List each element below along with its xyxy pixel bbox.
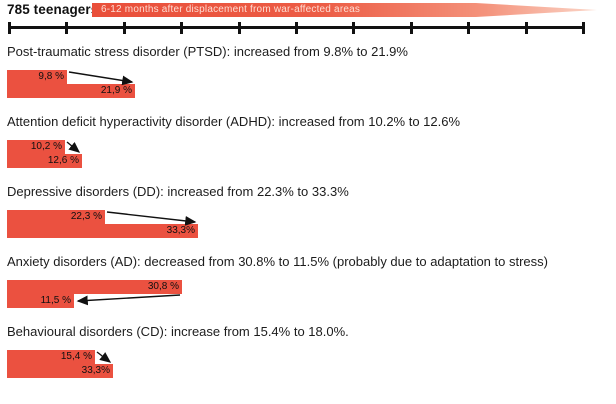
- bar-from-adhd: 10,2 %: [7, 140, 65, 154]
- section-heading: Depressive disorders (DD): increased fro…: [7, 184, 349, 199]
- bar-label-from: 9,8 %: [38, 71, 64, 82]
- section-ptsd: Post-traumatic stress disorder (PTSD): i…: [7, 41, 616, 98]
- bar-pair: 22,3 % 33,3%: [7, 210, 616, 238]
- timeline-tick: [295, 22, 298, 34]
- timeline-tick: [8, 22, 11, 34]
- bar-label-to: 21,9 %: [100, 85, 132, 96]
- timeline-tick: [237, 22, 241, 34]
- section-heading: Attention deficit hyperactivity disorder…: [7, 114, 461, 129]
- timeline-tick: [352, 22, 356, 34]
- bar-from-cd: 15,4 %: [7, 350, 95, 364]
- bar-to-cd: 33,3%: [7, 364, 113, 378]
- bar-label-from: 22,3 %: [70, 211, 102, 222]
- bar-label-to: 33,3%: [81, 365, 110, 376]
- banner-label: 6-12 months after displacement from war-…: [101, 4, 361, 15]
- section-heading: Behavioural disorders (CD): increase fro…: [7, 324, 349, 339]
- timeline-tick: [524, 22, 528, 34]
- timeline-tick: [409, 22, 413, 34]
- bar-pair: 30,8 % 11,5 %: [7, 280, 616, 308]
- bar-label-from: 15,4 %: [60, 351, 92, 362]
- section-ad: Anxiety disorders (AD): decreased from 3…: [7, 251, 616, 308]
- bar-from-ptsd: 9,8 %: [7, 70, 67, 84]
- bar-from-dd: 22,3 %: [7, 210, 105, 224]
- bar-label-to: 11,5 %: [40, 295, 71, 306]
- header: 785 teenagers 6-12 months after displace…: [7, 0, 616, 20]
- bar-label-from: 30,8 %: [147, 281, 179, 292]
- timeline-tick: [65, 22, 69, 34]
- bar-to-ad: 11,5 %: [7, 294, 74, 308]
- timeline-tick: [180, 22, 184, 34]
- banner-arrow: 6-12 months after displacement from war-…: [92, 3, 597, 17]
- bar-label-to: 12,6 %: [47, 155, 79, 166]
- timeline-tick: [467, 22, 471, 34]
- bar-pair: 9,8 % 21,9 %: [7, 70, 616, 98]
- section-heading: Post-traumatic stress disorder (PTSD): i…: [7, 44, 408, 59]
- timeline: [7, 20, 616, 37]
- sample-size-label: 785 teenagers: [7, 2, 99, 17]
- section-dd: Depressive disorders (DD): increased fro…: [7, 181, 616, 238]
- bar-to-adhd: 12,6 %: [7, 154, 82, 168]
- timeline-tick: [122, 22, 126, 34]
- section-cd: Behavioural disorders (CD): increase fro…: [7, 321, 616, 378]
- section-heading: Anxiety disorders (AD): decreased from 3…: [7, 254, 548, 269]
- bar-to-dd: 33,3%: [7, 224, 198, 238]
- bar-from-ad: 30,8 %: [7, 280, 182, 294]
- bar-label-from: 10,2 %: [30, 141, 62, 152]
- section-adhd: Attention deficit hyperactivity disorder…: [7, 111, 616, 168]
- bar-pair: 15,4 % 33,3%: [7, 350, 616, 378]
- disorder-sections: Post-traumatic stress disorder (PTSD): i…: [7, 41, 616, 378]
- bar-to-ptsd: 21,9 %: [7, 84, 135, 98]
- bar-label-to: 33,3%: [166, 225, 195, 236]
- bar-pair: 10,2 % 12,6 %: [7, 140, 616, 168]
- timeline-tick: [582, 22, 585, 34]
